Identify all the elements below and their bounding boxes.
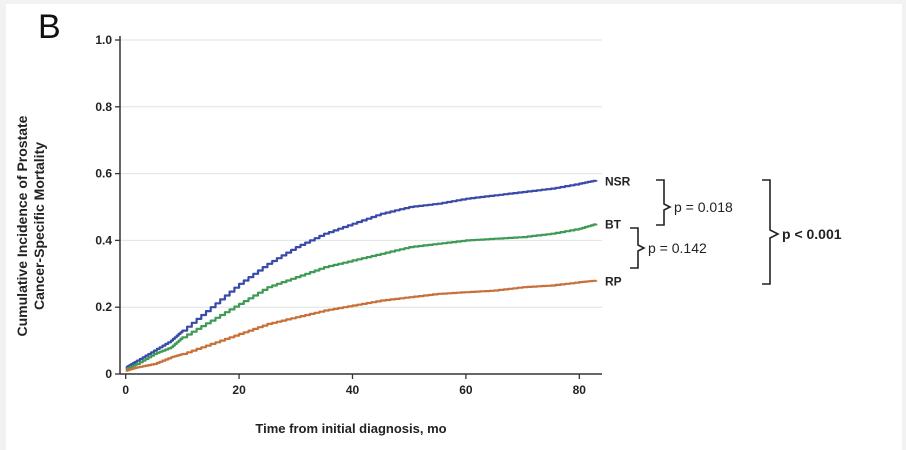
series-label-bt: BT bbox=[605, 218, 622, 232]
pvalue-nsr-bt: p = 0.018 bbox=[674, 199, 733, 215]
p-value-annotations: p = 0.018 p = 0.142 p < 0.001 bbox=[630, 179, 842, 285]
bracket-nsr-rp bbox=[762, 179, 780, 285]
grid bbox=[120, 39, 602, 308]
y-tick-label-2: 0.4 bbox=[95, 233, 112, 247]
series-line-rp bbox=[125, 279, 598, 372]
panel-letter: B bbox=[38, 8, 61, 46]
y-tick-label-4: 0.8 bbox=[95, 100, 112, 114]
y-tick-label-3: 0.6 bbox=[95, 167, 112, 181]
x-tick-label-4: 80 bbox=[573, 383, 587, 397]
x-tick-label-3: 60 bbox=[459, 383, 473, 397]
axes: 0 0.2 0.4 0.6 0.8 1.0 0 20 40 60 80 Time from initi… bbox=[95, 33, 602, 436]
series-label-rp: RP bbox=[605, 274, 622, 288]
y-tick-label-0: 0 bbox=[105, 367, 112, 381]
series-line-nsr bbox=[125, 179, 598, 369]
x-tick-label-0: 0 bbox=[122, 383, 129, 397]
bracket-bt-rp bbox=[630, 227, 646, 269]
series-label-nsr: NSR bbox=[605, 174, 631, 188]
series-line-bt bbox=[125, 223, 598, 371]
x-tick-label-2: 40 bbox=[346, 383, 360, 397]
pvalue-nsr-rp: p < 0.001 bbox=[782, 226, 842, 242]
y-tick-label-1: 0.2 bbox=[95, 300, 112, 314]
x-axis-label: Time from initial diagnosis, mo bbox=[255, 421, 446, 436]
pvalue-bt-rp: p = 0.142 bbox=[648, 240, 707, 256]
y-tick-label-5: 1.0 bbox=[95, 33, 112, 47]
series-lines bbox=[125, 179, 598, 372]
bracket-nsr-bt bbox=[656, 179, 672, 226]
chart-panel: B Cumulative Incidence of Prostate Cance… bbox=[6, 4, 902, 450]
x-tick-label-1: 20 bbox=[232, 383, 246, 397]
series-labels: NSR BT RP bbox=[605, 174, 631, 288]
